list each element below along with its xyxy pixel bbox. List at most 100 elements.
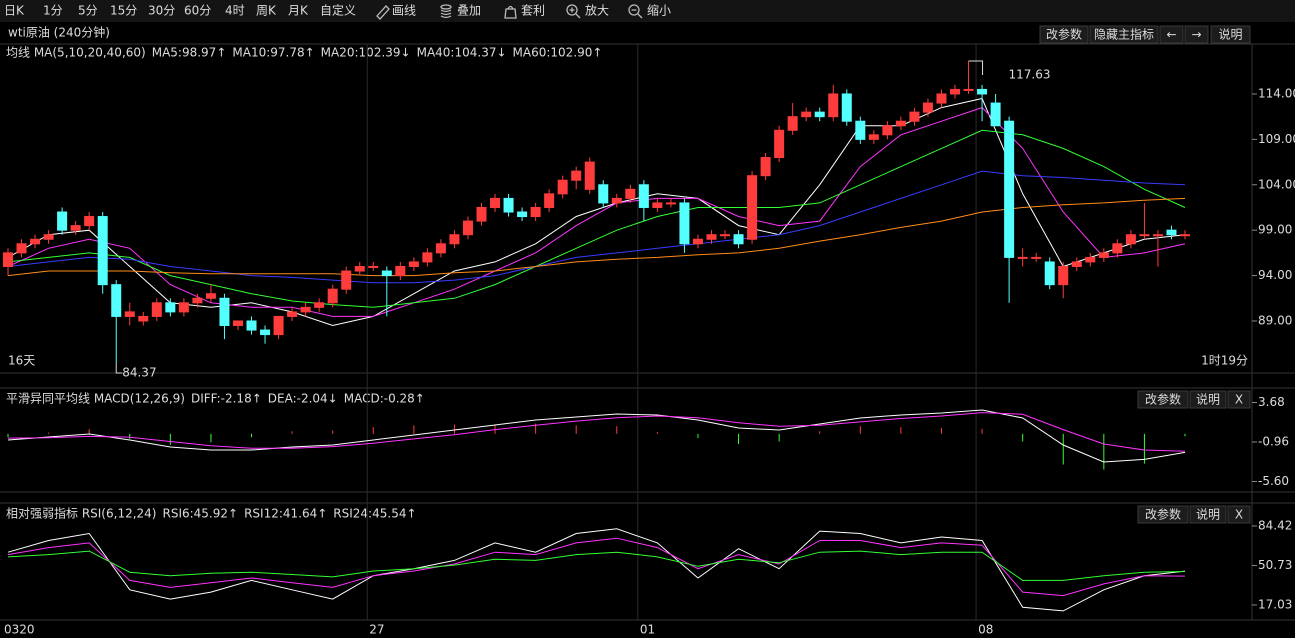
candle-body (260, 329, 271, 336)
button-frame[interactable] (1227, 390, 1251, 409)
candle-body (652, 202, 663, 208)
candle-body (1112, 243, 1123, 254)
button-label[interactable]: 说明 (1218, 27, 1242, 42)
chart-title: wti原油 (240分钟) (8, 25, 110, 40)
indicator-line (7, 170, 1186, 284)
candle-body (733, 234, 744, 245)
toolbar-button[interactable]: 1分 (43, 4, 63, 18)
candle-body (219, 297, 230, 327)
candle-body (178, 302, 189, 313)
candle-body (679, 202, 690, 245)
button-frame[interactable] (1189, 505, 1227, 524)
y-tick-label: 94.00 (1258, 268, 1292, 282)
button-frame[interactable] (1210, 25, 1251, 44)
candle-body (381, 270, 392, 277)
button-label[interactable]: → (1191, 28, 1201, 42)
toolbar-button[interactable]: 自定义 (320, 3, 356, 18)
panel-button[interactable]: 说明 (1189, 505, 1227, 524)
candle-body (341, 270, 352, 290)
panel-button[interactable]: X (1227, 390, 1251, 409)
candle-body (598, 184, 609, 204)
left-note: 16天 (8, 354, 35, 368)
panel-button[interactable]: → (1184, 25, 1209, 44)
y-tick-label: 50.73 (1258, 558, 1292, 572)
panel-button[interactable]: X (1227, 505, 1251, 524)
panel-button[interactable]: ← (1159, 25, 1184, 44)
panel-button[interactable]: 说明 (1189, 390, 1227, 409)
legend-entry: MA10:97.78↑ (232, 46, 314, 60)
button-label[interactable]: X (1235, 393, 1243, 407)
candle-body (16, 243, 27, 254)
toolbar-button[interactable]: 套利 (521, 4, 545, 18)
y-tick-label: 104.00 (1258, 177, 1295, 191)
candle-body (490, 197, 501, 208)
button-label[interactable]: X (1235, 508, 1243, 522)
candle-body (1085, 256, 1096, 263)
toolbar-button[interactable]: 日K (4, 4, 25, 18)
candle-body (300, 306, 311, 313)
button-label[interactable]: 改参数 (1145, 507, 1181, 522)
button-label[interactable]: 改参数 (1145, 392, 1181, 407)
toolbar-button[interactable]: 放大 (585, 3, 609, 18)
panel-button[interactable]: 改参数 (1039, 25, 1089, 44)
panel-button[interactable]: 改参数 (1137, 505, 1189, 524)
legend-entry: 相对强弱指标 RSI(6,12,24) (6, 506, 156, 521)
panel-borders (0, 43, 1295, 621)
toolbar-button[interactable]: 周K (256, 4, 277, 18)
candle-body (571, 170, 582, 181)
button-label[interactable]: ← (1166, 28, 1176, 42)
toolbar-button[interactable]: 画线 (392, 4, 416, 18)
indicator-line (7, 550, 1186, 581)
toolbar-button[interactable]: 5分 (78, 4, 98, 18)
button-frame[interactable] (1159, 25, 1184, 44)
y-tick-label: 84.42 (1258, 518, 1292, 532)
toolbar-button[interactable]: 缩小 (647, 3, 671, 18)
legend-entry: RSI12:41.64↑ (244, 507, 327, 521)
button-frame[interactable] (1089, 25, 1159, 44)
toolbar-button[interactable]: 叠加 (457, 4, 481, 18)
button-label[interactable]: 说明 (1196, 507, 1220, 522)
toolbar-button[interactable]: 60分 (184, 4, 211, 18)
candle-body (1098, 252, 1109, 258)
button-frame[interactable] (1184, 25, 1209, 44)
x-tick-label: 0320 (4, 623, 35, 637)
toolbar-button[interactable]: 15分 (110, 4, 137, 18)
candle-body (165, 302, 176, 313)
candle-body (1180, 234, 1190, 237)
indicator-line (7, 409, 1186, 463)
candle-body (530, 206, 541, 218)
button-label[interactable]: 说明 (1196, 392, 1220, 407)
candle-body (814, 111, 825, 118)
button-label[interactable]: 改参数 (1046, 27, 1082, 42)
button-frame[interactable] (1137, 505, 1189, 524)
candle-body (124, 311, 135, 317)
button-frame[interactable] (1039, 25, 1089, 44)
legend-entry: DIFF:-2.18↑ (191, 392, 262, 406)
y-tick-label: 99.00 (1258, 223, 1292, 237)
toolbar-button[interactable]: 4时 (225, 4, 245, 18)
candle-body (855, 120, 866, 140)
candle-body (138, 315, 149, 322)
panel-button[interactable]: 改参数 (1137, 390, 1189, 409)
toolbar-button[interactable]: 月K (288, 4, 309, 18)
button-label[interactable]: 隐藏主指标 (1094, 27, 1154, 42)
candle-body (828, 93, 839, 118)
candle-body (611, 197, 622, 204)
candle-body (692, 238, 703, 245)
toolbar (0, 0, 1295, 22)
panel-button[interactable]: 隐藏主指标 (1089, 25, 1159, 44)
candle-body (963, 88, 974, 91)
panel-button[interactable]: 说明 (1210, 25, 1251, 44)
legend-entry: MA5:98.97↑ (152, 46, 227, 60)
candle-body (327, 288, 338, 304)
button-frame[interactable] (1189, 390, 1227, 409)
button-frame[interactable] (1227, 505, 1251, 524)
toolbar-button[interactable]: 30分 (148, 4, 175, 18)
candle-body (435, 243, 446, 254)
candle-body (273, 315, 284, 336)
button-frame[interactable] (1137, 390, 1189, 409)
candle-body (192, 297, 203, 304)
candle-body (57, 211, 68, 231)
x-tick-label: 01 (640, 623, 655, 637)
